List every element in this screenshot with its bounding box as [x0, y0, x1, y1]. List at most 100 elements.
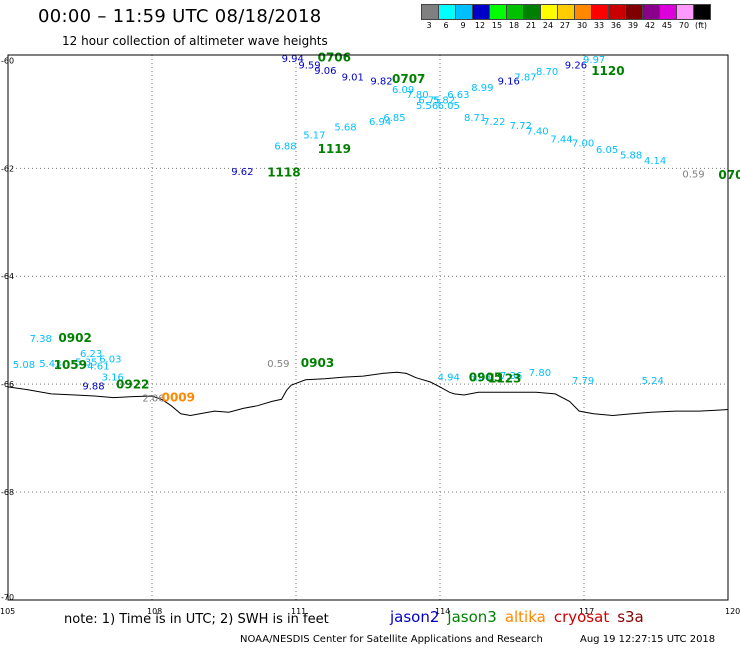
- wave-height-label: 7.40: [526, 126, 548, 137]
- pass-time-label: 1120: [591, 64, 624, 78]
- wave-height-label: 4.94: [438, 372, 460, 383]
- scale-swatch: [677, 5, 694, 19]
- scale-swatch: [439, 5, 456, 19]
- wave-height-label: 5.08: [13, 360, 35, 371]
- scale-label: 9: [460, 21, 466, 30]
- wave-height-label: 7.79: [572, 376, 594, 387]
- wave-height-label: 8.70: [536, 67, 558, 78]
- coastline-path: [7, 371, 729, 417]
- wave-height-label: 6.94: [369, 117, 391, 128]
- scale-label: 21: [525, 21, 537, 30]
- scale-swatch: [626, 5, 643, 19]
- scale-label: 24: [542, 21, 554, 30]
- wave-height-color-scale: 3 6 9 12 15 18 21 24 27 30 33 36 39 42 45 70 (ft): [421, 4, 711, 32]
- pass-time-label: 1118: [267, 165, 300, 179]
- scale-label: 3: [426, 21, 432, 30]
- scale-labels: 3 6 9 12 15 18 21 24 27 30 33 36 39 42 45 70 (ft): [421, 20, 711, 32]
- scale-label: 45: [661, 21, 673, 30]
- scale-swatch: [473, 5, 490, 19]
- timestamp-text: Aug 19 12:27:15 UTC 2018: [580, 634, 716, 645]
- wave-height-label: 5.35: [75, 357, 97, 368]
- wave-height-label: 7.36: [500, 371, 522, 382]
- scale-label: 39: [627, 21, 639, 30]
- wave-height-label: 7.80: [529, 368, 551, 379]
- wave-height-label: 9.16: [498, 77, 520, 88]
- wave-height-label: 5.56: [416, 101, 438, 112]
- scale-swatch: [694, 5, 710, 19]
- scale-swatch: [490, 5, 507, 19]
- wave-height-label: 0.59: [267, 359, 289, 370]
- wave-height-label: 9.88: [82, 382, 104, 393]
- scale-swatch: [660, 5, 677, 19]
- satellite-legend: jason2 jason3 altika cryosat s3a: [390, 608, 652, 626]
- grid-lines: [8, 55, 728, 600]
- pass-time-label: 0707: [392, 72, 425, 86]
- wave-height-label: 6.88: [274, 141, 296, 152]
- wave-height-label: 9.97: [583, 55, 605, 66]
- wave-height-label: 5.68: [334, 123, 356, 134]
- longitude-tick-label: 108: [147, 607, 162, 616]
- wave-height-label: 0.59: [682, 169, 704, 180]
- map-frame: [7, 54, 729, 601]
- credit-text: NOAA/NESDIS Center for Satellite Applica…: [240, 634, 543, 645]
- pass-time-label: 1119: [318, 142, 351, 156]
- pass-time-label: 0905: [469, 370, 502, 384]
- page-subtitle: 12 hour collection of altimeter wave hei…: [62, 34, 328, 48]
- scale-swatch: [643, 5, 660, 19]
- coastline: [7, 371, 729, 417]
- pass-time-label: 0922: [116, 377, 149, 391]
- longitude-tick-label: 120: [725, 607, 740, 616]
- scale-label: 36: [610, 21, 622, 30]
- wave-height-label: 9.82: [370, 77, 392, 88]
- wave-height-label: 5.24: [642, 376, 664, 387]
- scale-label: 33: [593, 21, 605, 30]
- longitude-tick-label: 114: [435, 607, 450, 616]
- scale-label: 70: [678, 21, 690, 30]
- longitude-tick-label: 117: [579, 607, 594, 616]
- wave-height-label: 6.09: [392, 85, 414, 96]
- satellite-s3a: s3a: [617, 608, 644, 626]
- scale-swatch: [456, 5, 473, 19]
- wave-height-label: 6.63: [447, 90, 469, 101]
- scale-swatches: [421, 4, 711, 20]
- wave-height-label: 9.26: [565, 60, 587, 71]
- pass-time-label: 0902: [58, 331, 91, 345]
- wave-height-label: 9.01: [342, 72, 364, 83]
- scale-label: (ft): [694, 21, 708, 30]
- wave-height-label: 6.05: [438, 101, 460, 112]
- wave-height-label: 7.44: [550, 134, 572, 145]
- wave-height-label: 4.14: [644, 156, 666, 167]
- wave-height-label: 6.85: [383, 113, 405, 124]
- scale-swatch: [524, 5, 541, 19]
- satellite-jason3: jason3: [447, 608, 497, 626]
- scale-swatch: [541, 5, 558, 19]
- pass-time-label: 0009: [162, 390, 195, 404]
- scale-swatch: [592, 5, 609, 19]
- scale-swatch: [575, 5, 592, 19]
- note-text: note: 1) Time is in UTC; 2) SWH is in fe…: [64, 612, 329, 627]
- wave-height-label: 7.38: [30, 334, 52, 345]
- satellite-altika: altika: [504, 608, 546, 626]
- wave-height-label: 6.75: [418, 96, 440, 107]
- wave-height-label: 6.03: [99, 355, 121, 366]
- wave-height-label: 6.06: [469, 372, 491, 383]
- wave-height-label: 6.23: [80, 349, 102, 360]
- pass-time-label: 0708: [718, 168, 740, 182]
- wave-height-label: 7.22: [483, 117, 505, 128]
- pass-time-label: 1123: [488, 372, 521, 386]
- scale-swatch: [507, 5, 524, 19]
- wave-height-label: 5.43: [39, 359, 61, 370]
- scale-label: 30: [576, 21, 588, 30]
- wave-height-label: 3.16: [102, 372, 124, 383]
- wave-height-label: 8.71: [464, 113, 486, 124]
- scale-swatch: [422, 5, 439, 19]
- wave-height-label: 6.05: [596, 145, 618, 156]
- page-title: 00:00 – 11:59 UTC 08/18/2018: [38, 6, 322, 27]
- wave-height-label: 2.06: [142, 393, 164, 404]
- pass-time-label: 0903: [301, 356, 334, 370]
- longitude-tick-label: 111: [291, 607, 306, 616]
- wave-height-label: 5.17: [303, 131, 325, 142]
- wave-height-label: 7.80: [406, 90, 428, 101]
